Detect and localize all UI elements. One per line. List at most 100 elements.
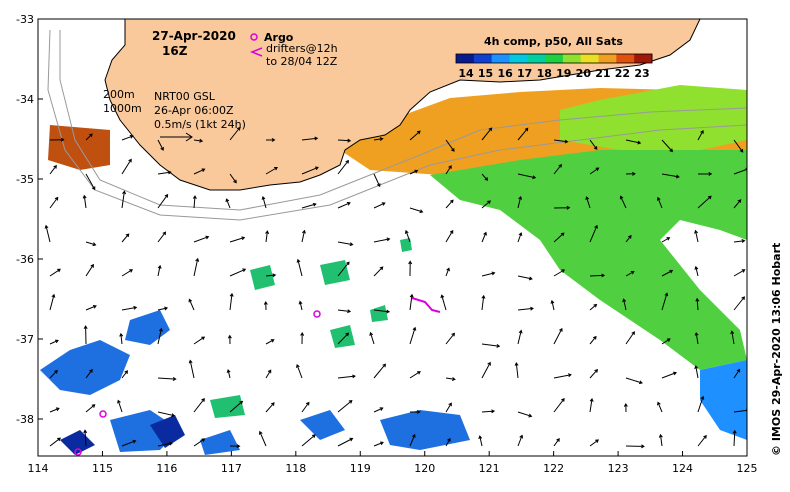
current-vector-arrow: [553, 327, 563, 345]
current-vectors: [44, 126, 747, 449]
colorbar-tick-label: 23: [634, 67, 649, 80]
current-vector-arrow: [193, 336, 206, 345]
lon-tick-label: 117: [221, 462, 242, 475]
current-vector-arrow: [49, 268, 61, 277]
sst-green-region: [430, 150, 747, 370]
current-vector-arrow: [481, 127, 493, 141]
current-vector-arrow: [517, 275, 533, 281]
colorbar-cell: [491, 54, 510, 63]
current-vector-arrow: [445, 229, 454, 243]
current-vector-arrow: [157, 231, 167, 243]
current-vector-arrow: [694, 331, 699, 345]
colorbar-cell: [634, 54, 653, 63]
current-vector-arrow: [661, 173, 680, 179]
current-vector-arrow: [301, 401, 310, 413]
current-vector-arrow: [373, 137, 384, 141]
current-vector-arrow: [625, 377, 643, 385]
lon-tick-label: 118: [285, 462, 306, 475]
current-vector-arrow: [337, 261, 350, 277]
current-vector-arrow: [481, 409, 496, 414]
current-vector-arrow: [517, 232, 523, 243]
argo-float-1[interactable]: [313, 310, 321, 318]
current-vector-arrow: [193, 168, 206, 175]
current-vector-arrow: [481, 200, 491, 209]
current-vector-arrow: [589, 439, 599, 447]
current-vector-arrow: [553, 139, 569, 144]
argo-float-3[interactable]: [74, 448, 82, 456]
current-vector-arrow: [296, 363, 303, 379]
current-vector-arrow: [265, 167, 278, 175]
current-vector-arrow: [229, 268, 247, 277]
current-vector-arrow: [409, 293, 414, 311]
current-vector-arrow: [225, 198, 231, 209]
current-vector-arrow: [625, 271, 635, 277]
colorbar-ticks: 14 15 16 17 18 19 20 21 22 23: [458, 67, 649, 80]
current-vector-arrow: [661, 139, 674, 153]
current-vector-arrow: [301, 229, 306, 243]
current-vector-arrow: [229, 400, 244, 413]
current-vector-arrow: [517, 434, 524, 447]
sst-sw-patches: [40, 310, 470, 455]
lat-tick-label: -35: [16, 173, 34, 186]
current-vector-arrow: [514, 362, 519, 379]
lon-tick-label: 114: [28, 462, 49, 475]
current-vector-arrow: [661, 292, 669, 311]
argo-float-2[interactable]: [99, 410, 107, 418]
drifter-track[interactable]: [411, 297, 441, 313]
current-vector-arrow: [121, 158, 132, 175]
current-vector-arrow: [121, 269, 133, 277]
current-vector-arrow: [301, 434, 316, 447]
sst-cool-region: [700, 360, 747, 440]
time-label: 16Z: [162, 44, 188, 58]
current-vector-arrow: [157, 139, 164, 151]
current-vector-arrow: [193, 235, 210, 243]
current-vector-arrow: [261, 195, 267, 209]
current-vector-arrow: [373, 237, 391, 243]
current-vector-arrow: [440, 294, 447, 311]
current-vector-arrow: [121, 370, 128, 379]
colorbar-cell: [562, 54, 582, 63]
velocity-scale-label: 0.5m/s (1kt 24h): [154, 118, 246, 131]
current-vector-arrow: [589, 273, 606, 278]
current-vector-arrow: [229, 236, 246, 243]
current-vector-arrow: [481, 361, 491, 379]
colorbar-tick-label: 16: [497, 67, 513, 80]
current-vector-arrow: [337, 241, 354, 247]
current-vector-arrow: [517, 411, 533, 418]
current-vector-arrow: [193, 438, 206, 447]
current-vector-arrow: [265, 137, 276, 142]
current-vector-arrow: [730, 330, 735, 345]
current-vector-arrow: [296, 258, 303, 277]
current-vector-arrow: [694, 265, 699, 277]
current-vector-arrow: [697, 434, 707, 447]
current-vector-arrow: [733, 368, 741, 379]
colorbar-frame: [455, 53, 653, 64]
current-vector-arrow: [656, 196, 663, 209]
latitude-axis: -33 -34 -35 -36 -37 -38: [16, 13, 43, 426]
colorbar-tick-label: 15: [478, 67, 493, 80]
current-vector-arrow: [85, 133, 93, 141]
depth-1000m-label: 1000m: [103, 102, 142, 115]
current-vector-arrow: [121, 439, 137, 447]
lon-tick-label: 123: [608, 462, 629, 475]
lon-tick-label: 115: [92, 462, 113, 475]
current-vector-arrow: [661, 237, 671, 243]
current-vector-arrow: [85, 241, 97, 247]
current-vector-arrow: [409, 326, 417, 345]
current-vector-arrow: [265, 339, 275, 345]
current-vector-arrow: [44, 224, 51, 243]
current-vector-arrow: [697, 395, 705, 413]
current-vector-arrow: [83, 325, 88, 345]
current-vector-arrow: [589, 397, 594, 413]
current-vector-arrow: [585, 196, 591, 209]
current-vector-arrow: [589, 224, 598, 243]
colorbar-tick-label: 19: [556, 67, 571, 80]
current-vector-arrow: [157, 411, 176, 418]
current-vector-arrow: [83, 429, 88, 447]
current-vector-arrow: [697, 195, 712, 209]
current-vector-arrow: [661, 371, 678, 379]
current-vector-arrow: [733, 408, 747, 413]
current-vector-arrow: [481, 231, 487, 243]
current-vector-arrow: [298, 300, 303, 311]
